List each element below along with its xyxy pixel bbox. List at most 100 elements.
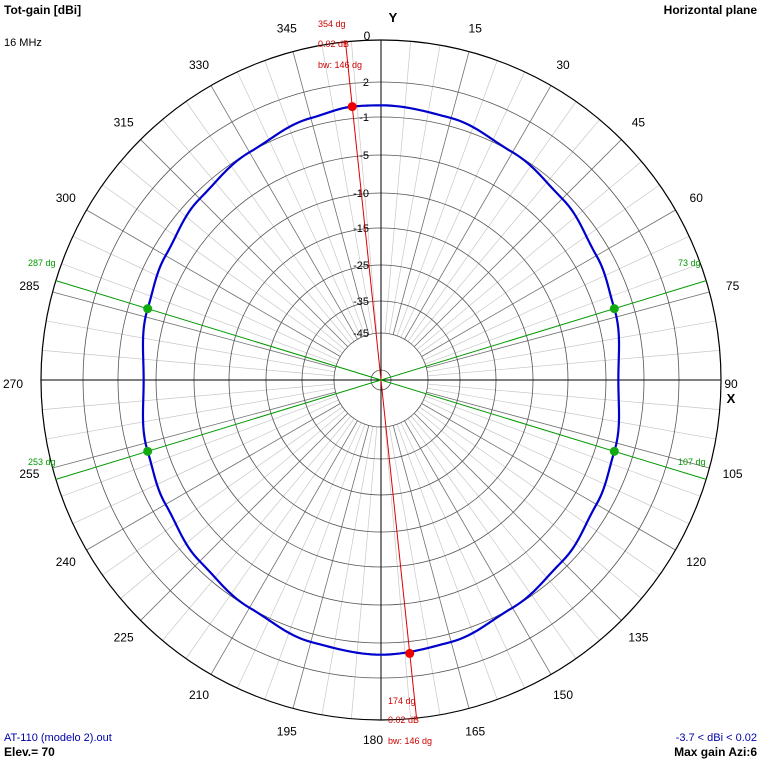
azimuth-tick-label: 105 bbox=[723, 467, 743, 481]
grid-spoke-major bbox=[392, 425, 470, 709]
grid-spoke-major bbox=[426, 291, 710, 369]
grid-spoke-minor bbox=[425, 395, 701, 497]
azimuth-tick-labels: 0153045607590105120135150165180195210225… bbox=[3, 21, 743, 747]
gain-tick-label: 2 bbox=[363, 77, 369, 89]
grid-spoke-major bbox=[413, 139, 622, 348]
grid-spoke-minor bbox=[264, 60, 366, 336]
grid-spoke-minor bbox=[384, 426, 411, 719]
grid-spoke-minor bbox=[185, 101, 355, 342]
grid-spoke-minor bbox=[407, 418, 577, 659]
grid-spoke-minor bbox=[321, 45, 374, 334]
gain-tick-label: -1 bbox=[359, 112, 369, 124]
grid-spoke-major bbox=[210, 420, 358, 675]
grid-spoke-major bbox=[292, 425, 370, 709]
grid-spoke-minor bbox=[388, 45, 441, 334]
grid-spoke-minor bbox=[61, 395, 337, 497]
grid-spoke-minor bbox=[419, 406, 660, 576]
max-gain-point bbox=[405, 648, 415, 658]
half-power-line bbox=[55, 280, 707, 480]
half-power-label-107: 107 dg bbox=[678, 457, 706, 467]
half-power-label-253: 253 dg bbox=[28, 457, 56, 467]
grid-spoke-major bbox=[413, 412, 622, 621]
radiation-pattern bbox=[141, 102, 621, 658]
azimuth-tick-label: 135 bbox=[628, 630, 648, 644]
grid-spoke-minor bbox=[396, 424, 498, 700]
grid-spoke-major bbox=[140, 412, 349, 621]
grid-spoke-major bbox=[52, 391, 336, 469]
azimuth-tick-label: 75 bbox=[726, 279, 740, 293]
azimuth-tick-label: 270 bbox=[3, 377, 23, 391]
grid-spoke-minor bbox=[102, 406, 343, 576]
azimuth-tick-label: 345 bbox=[277, 21, 297, 35]
azimuth-tick-label: 300 bbox=[56, 191, 76, 205]
grid-spoke-major bbox=[404, 420, 552, 675]
azimuth-tick-label: 165 bbox=[465, 725, 485, 739]
grid-spoke-major bbox=[86, 403, 341, 551]
y-axis-label: Y bbox=[389, 10, 398, 25]
grid-spoke-minor bbox=[419, 184, 660, 354]
half-power-point bbox=[609, 446, 619, 456]
max-forward-beamwidth: bw: 146 dg bbox=[318, 60, 362, 70]
grid-spoke-minor bbox=[416, 409, 642, 599]
half-power-label-287: 287 dg bbox=[28, 258, 56, 268]
grid-spoke-minor bbox=[427, 320, 716, 373]
azimuth-tick-label: 120 bbox=[686, 555, 706, 569]
grid-spoke-minor bbox=[407, 101, 577, 342]
grid-spoke-minor bbox=[423, 235, 690, 361]
azimuth-tick-label: 150 bbox=[553, 688, 573, 702]
half-power-point bbox=[143, 446, 153, 456]
grid-spoke-minor bbox=[388, 426, 441, 715]
elevation-label: Elev.= 70 bbox=[4, 745, 55, 759]
grid-spoke-minor bbox=[425, 263, 701, 365]
gain-tick-label: -5 bbox=[359, 150, 369, 162]
azimuth-tick-label: 45 bbox=[632, 116, 646, 130]
azimuth-tick-label: 195 bbox=[277, 725, 297, 739]
grid-spoke-minor bbox=[400, 422, 526, 689]
azimuth-tick-label: 240 bbox=[56, 555, 76, 569]
max-forward-gain: 0.02 dB bbox=[318, 39, 349, 49]
plane-label: Horizontal plane bbox=[664, 3, 758, 17]
grid-spoke-major bbox=[292, 51, 370, 335]
grid-spoke-minor bbox=[46, 387, 335, 440]
file-name: AT-110 (modelo 2).out bbox=[4, 732, 112, 744]
half-power-point bbox=[609, 304, 619, 314]
half-power-point bbox=[143, 304, 153, 314]
grid-spoke-minor bbox=[427, 350, 720, 377]
grid-spoke-major bbox=[52, 291, 336, 369]
grid-spoke-minor bbox=[120, 161, 346, 351]
grid-spoke-major bbox=[86, 209, 341, 357]
max-back-angle: 174 dg bbox=[388, 696, 416, 706]
azimuth-tick-label: 180 bbox=[363, 733, 383, 747]
gain-tick-labels: 2-1-5-10-15-25-35-45 bbox=[353, 77, 369, 340]
grid-spoke-minor bbox=[384, 41, 411, 334]
gain-tick-label: -25 bbox=[353, 260, 369, 272]
pattern-curve bbox=[141, 104, 621, 656]
grid-spoke-minor bbox=[351, 426, 378, 719]
grid-spoke-minor bbox=[423, 399, 690, 525]
azimuth-tick-label: 225 bbox=[114, 630, 134, 644]
grid-spoke-minor bbox=[42, 350, 335, 377]
azimuth-tick-label: 0 bbox=[364, 29, 371, 43]
marker-lines bbox=[55, 41, 707, 719]
grid-spoke-major bbox=[421, 209, 676, 357]
grid-spoke-major bbox=[210, 85, 358, 340]
max-gain-label: Max gain Azi:6 bbox=[674, 745, 757, 759]
grid-spoke-minor bbox=[120, 409, 346, 599]
grid-spoke-minor bbox=[61, 263, 337, 365]
chart-title: Tot-gain [dBi] bbox=[4, 3, 81, 17]
x-axis-label: X bbox=[727, 391, 736, 406]
grid-spoke-minor bbox=[102, 184, 343, 354]
grid-spoke-major bbox=[426, 391, 710, 469]
grid-spoke-minor bbox=[427, 387, 716, 440]
grid-spoke-minor bbox=[396, 60, 498, 336]
grid-spoke-minor bbox=[351, 41, 378, 334]
grid-spoke-minor bbox=[42, 383, 335, 410]
grid-spoke-major bbox=[392, 51, 470, 335]
grid-spoke-minor bbox=[410, 415, 600, 641]
max-back-gain: 0.02 dB bbox=[388, 715, 419, 725]
grid-spoke-minor bbox=[236, 71, 362, 338]
grid-spoke-minor bbox=[185, 418, 355, 659]
azimuth-tick-label: 315 bbox=[114, 116, 134, 130]
grid-spoke-minor bbox=[72, 235, 339, 361]
